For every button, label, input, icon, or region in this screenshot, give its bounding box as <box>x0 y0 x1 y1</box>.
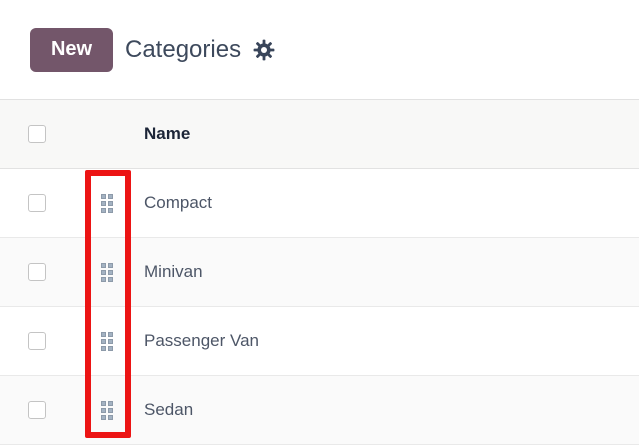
drag-handle-icon[interactable] <box>101 262 113 282</box>
category-name[interactable]: Compact <box>144 193 213 212</box>
row-checkbox[interactable] <box>28 263 46 281</box>
table-row: Sedan <box>0 376 639 445</box>
row-handle-cell <box>70 400 144 420</box>
category-name[interactable]: Sedan <box>144 400 194 419</box>
drag-handle-icon[interactable] <box>101 331 113 351</box>
table-header-row: Name <box>0 100 639 169</box>
row-checkbox[interactable] <box>28 332 46 350</box>
table-row: Passenger Van <box>0 307 639 376</box>
category-name[interactable]: Passenger Van <box>144 331 259 350</box>
table-row: Minivan <box>0 238 639 307</box>
control-panel: New Categories <box>0 0 639 99</box>
row-handle-cell <box>70 262 144 282</box>
gear-button[interactable] <box>251 37 277 63</box>
name-column-header: Name <box>144 124 191 143</box>
header-checkbox-cell <box>0 125 70 143</box>
row-checkbox-cell <box>0 194 70 212</box>
drag-handle-icon[interactable] <box>101 400 113 420</box>
gear-icon <box>252 38 276 62</box>
drag-handle-icon[interactable] <box>101 193 113 213</box>
table-row: Compact <box>0 169 639 238</box>
page-title: Categories <box>125 35 242 63</box>
row-handle-cell <box>70 193 144 213</box>
row-handle-cell <box>70 331 144 351</box>
categories-table: Name Compact Minivan <box>0 99 639 445</box>
category-name[interactable]: Minivan <box>144 262 203 281</box>
new-button[interactable]: New <box>30 27 113 72</box>
row-checkbox-cell <box>0 332 70 350</box>
row-checkbox-cell <box>0 263 70 281</box>
row-checkbox[interactable] <box>28 194 46 212</box>
row-checkbox[interactable] <box>28 401 46 419</box>
row-checkbox-cell <box>0 401 70 419</box>
select-all-checkbox[interactable] <box>28 125 46 143</box>
